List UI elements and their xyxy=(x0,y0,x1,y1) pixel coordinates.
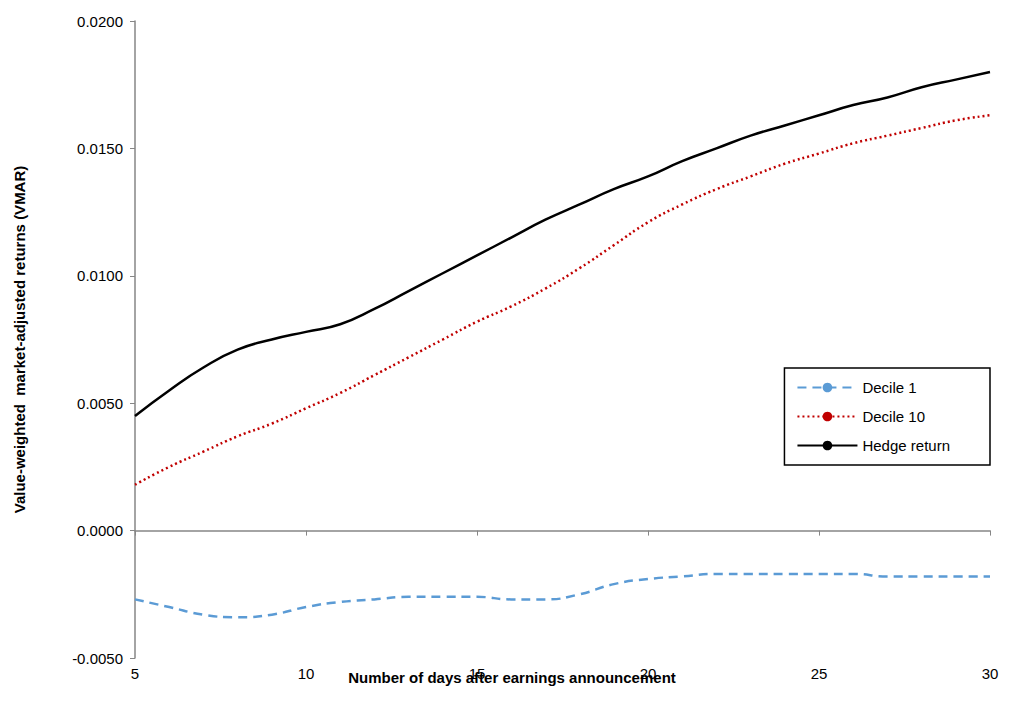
svg-text:Decile 10: Decile 10 xyxy=(862,408,925,425)
svg-text:30: 30 xyxy=(982,665,999,682)
svg-text:0.0050: 0.0050 xyxy=(77,395,123,412)
svg-text:0.0150: 0.0150 xyxy=(77,140,123,157)
svg-text:Value-weighted market-adjuste: Value-weighted market-adjusted returns (… xyxy=(11,166,28,514)
svg-text:5: 5 xyxy=(131,665,139,682)
svg-text:0.0200: 0.0200 xyxy=(77,13,123,30)
svg-text:10: 10 xyxy=(298,665,315,682)
svg-text:20: 20 xyxy=(640,665,657,682)
svg-text:Decile 1: Decile 1 xyxy=(862,379,916,396)
svg-text:Hedge return: Hedge return xyxy=(862,437,950,454)
svg-text:15: 15 xyxy=(469,665,486,682)
svg-text:25: 25 xyxy=(811,665,828,682)
svg-text:0.0100: 0.0100 xyxy=(77,267,123,284)
svg-text:Number of days after earnings: Number of days after earnings announceme… xyxy=(348,669,676,686)
svg-text:0.0000: 0.0000 xyxy=(77,522,123,539)
svg-text:-0.0050: -0.0050 xyxy=(72,650,123,667)
